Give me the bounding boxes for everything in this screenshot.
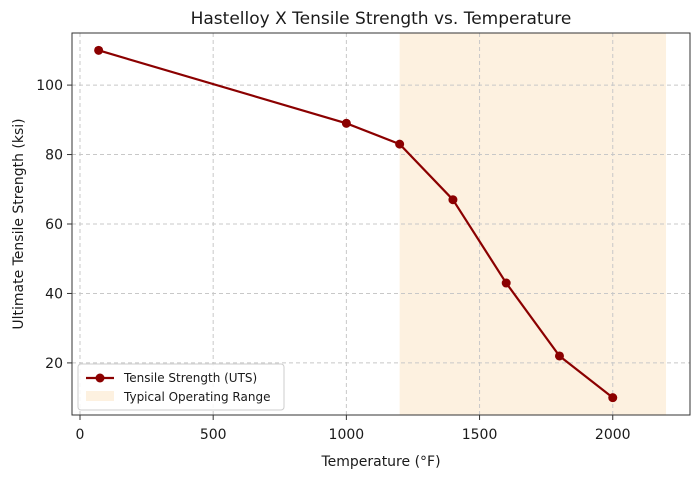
- y-tick-label: 100: [36, 78, 63, 94]
- x-tick-label: 0: [76, 427, 85, 443]
- data-point: [448, 195, 458, 205]
- data-point: [341, 118, 351, 128]
- y-tick-label: 40: [45, 286, 63, 302]
- x-tick-label: 500: [200, 427, 227, 443]
- data-point: [395, 139, 405, 149]
- y-tick-label: 20: [45, 356, 63, 372]
- plot-area: 0 500 1000 1500 2000 20 40 60 80 100 Tensile Stren…: [36, 32, 691, 443]
- y-tick-label: 60: [45, 217, 63, 233]
- x-tick-label: 1000: [329, 427, 365, 443]
- legend-label-range: Typical Operating Range: [123, 390, 270, 404]
- data-point: [554, 351, 564, 361]
- legend-label-uts: Tensile Strength (UTS): [123, 371, 257, 385]
- x-axis-label: Temperature (°F): [320, 454, 440, 470]
- y-tick-label: 80: [45, 148, 63, 164]
- data-point: [608, 393, 618, 403]
- data-point: [501, 278, 511, 288]
- data-point: [94, 45, 104, 55]
- y-axis-label: Ultimate Tensile Strength (ksi): [11, 118, 27, 329]
- legend-band-swatch: [86, 391, 114, 401]
- x-tick-label: 2000: [595, 427, 631, 443]
- x-tick-label: 1500: [462, 427, 498, 443]
- legend: [77, 363, 285, 411]
- chart-title: Hastelloy X Tensile Strength vs. Tempera…: [191, 9, 572, 29]
- legend-marker-swatch: [95, 373, 105, 383]
